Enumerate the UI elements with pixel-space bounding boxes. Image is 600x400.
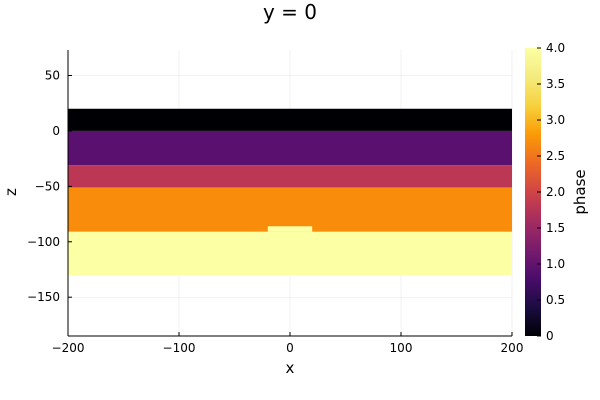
y-tick-label-0: 50 (45, 68, 60, 82)
phase-region-1 (68, 130, 512, 166)
y-tick-label-4: −150 (27, 290, 60, 304)
phase-region-2 (68, 165, 512, 188)
y-tick-label-1: 0 (52, 124, 60, 138)
x-tick-label-2: 0 (286, 341, 294, 355)
colorbar-tick-label-3: 1.5 (546, 221, 565, 235)
colorbar-tick-label-6: 3.0 (546, 113, 565, 127)
phase-region-0 (68, 108, 512, 131)
x-axis-label: x (286, 359, 295, 377)
colorbar-tick-label-7: 3.5 (546, 77, 565, 91)
x-ticks: −200 −100 0 100 200 (52, 332, 524, 355)
x-tick-label-3: 100 (390, 341, 413, 355)
colorbar-tick-label-0: 0 (546, 329, 554, 343)
colorbar-label: phase (571, 169, 589, 214)
colorbar-tick-label-4: 2.0 (546, 185, 565, 199)
phase-region-5 (267, 226, 313, 232)
y-axis-label: z (2, 188, 20, 196)
colorbar-ticks: 0 0.5 1.0 1.5 2.0 2.5 3.0 3.5 4.0 (537, 41, 565, 343)
phase-regions (68, 108, 512, 276)
y-tick-label-2: −50 (35, 179, 60, 193)
colorbar-tick-label-8: 4.0 (546, 41, 565, 55)
colorbar-tick-label-1: 0.5 (546, 293, 565, 307)
y-tick-label-3: −100 (27, 235, 60, 249)
x-tick-label-4: 200 (501, 341, 524, 355)
y-ticks: 50 0 −50 −100 −150 (27, 68, 72, 304)
x-tick-label-1: −100 (163, 341, 196, 355)
colorbar-tick-label-2: 1.0 (546, 257, 565, 271)
colorbar: 0 0.5 1.0 1.5 2.0 2.5 3.0 3.5 4.0 phase (525, 41, 589, 343)
x-tick-label-0: −200 (52, 341, 85, 355)
phase-region-4 (68, 231, 512, 276)
colorbar-tick-label-5: 2.5 (546, 149, 565, 163)
phase-region-3 (68, 187, 512, 232)
chart-title: y = 0 (263, 0, 317, 24)
